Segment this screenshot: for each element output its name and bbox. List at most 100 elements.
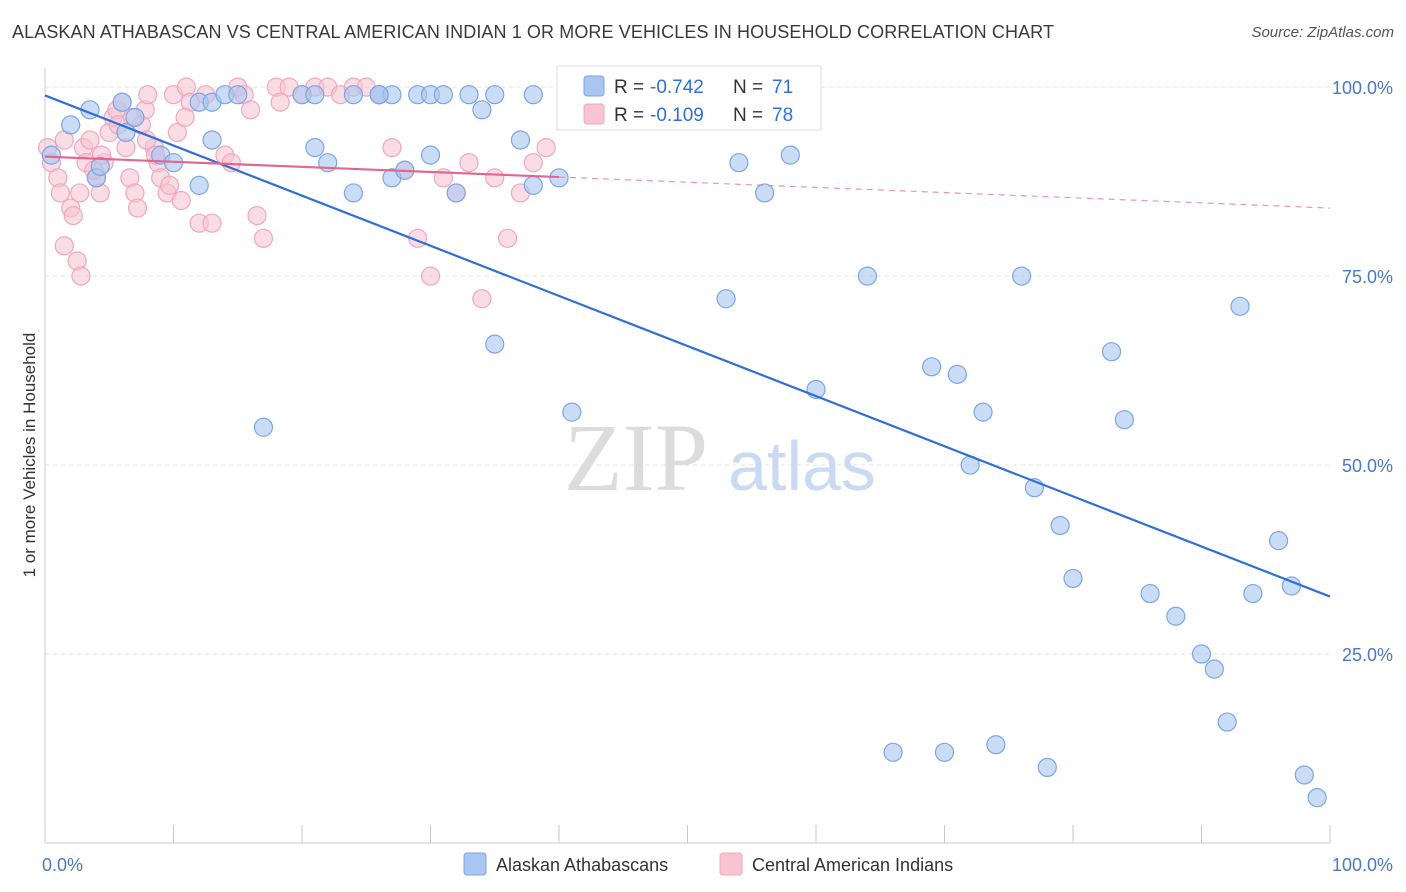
point-athabascan-52 — [922, 357, 942, 377]
point-athabascan-39 — [510, 130, 531, 150]
chart-title: ALASKAN ATHABASCAN VS CENTRAL AMERICAN I… — [12, 22, 1055, 42]
legend-n-value-1: 71 — [772, 77, 793, 98]
point-central-american-8 — [71, 266, 91, 286]
trend-line-extension-central-american — [558, 176, 1331, 209]
x-tick-label-1: 100.0% — [1332, 855, 1393, 875]
point-athabascan-53 — [947, 364, 967, 384]
point-athabascan-71 — [1294, 765, 1314, 785]
data-points — [37, 77, 1327, 808]
point-athabascan-46 — [716, 289, 736, 309]
point-central-american-3 — [50, 183, 71, 203]
point-athabascan-58 — [1050, 515, 1070, 536]
point-athabascan-14 — [305, 85, 325, 105]
series-label-athabascan: Alaskan Athabascans — [496, 855, 668, 875]
x-tick-label-0: 0.0% — [42, 855, 83, 875]
point-athabascan-34 — [343, 183, 363, 203]
svg-text:R = -0.109 N =: R = -0.109 N = 78 — [614, 105, 793, 126]
point-athabascan-65 — [1204, 659, 1224, 679]
point-athabascan-29 — [189, 175, 209, 195]
y-tick-label-2: 50.0% — [1342, 456, 1393, 476]
series-swatch-athabascan — [463, 852, 487, 876]
axes — [44, 68, 1331, 844]
grid-lines — [45, 86, 1330, 655]
legend-r-value-2: -0.109 — [650, 105, 704, 126]
point-central-american-11 — [80, 130, 100, 150]
point-athabascan-55 — [973, 402, 993, 422]
point-central-american-64 — [498, 228, 518, 248]
point-athabascan-47 — [729, 153, 749, 173]
point-athabascan-0 — [41, 145, 62, 165]
tick-labels: 100.0% 75.0% 50.0% 25.0% 0.0% 100.0% — [42, 78, 1393, 875]
point-central-american-43 — [247, 206, 267, 226]
legend-r-value-1: -0.742 — [650, 77, 704, 98]
point-athabascan-69 — [1268, 531, 1289, 551]
point-athabascan-23 — [523, 85, 543, 105]
point-athabascan-43 — [420, 145, 441, 165]
point-central-american-74 — [136, 130, 157, 150]
point-central-american-46 — [270, 92, 290, 112]
point-athabascan-21 — [459, 85, 479, 105]
y-tick-label-0: 100.0% — [1332, 78, 1393, 98]
point-athabascan-59 — [1063, 568, 1083, 589]
point-athabascan-37 — [446, 183, 466, 203]
point-central-american-76 — [160, 175, 180, 195]
point-athabascan-32 — [305, 137, 325, 158]
point-athabascan-40 — [549, 168, 569, 188]
point-athabascan-30 — [202, 130, 222, 150]
point-central-american-4 — [54, 236, 74, 256]
series-label-central-american: Central American Indians — [752, 855, 953, 875]
point-athabascan-64 — [1191, 644, 1212, 664]
point-central-american-55 — [382, 137, 402, 158]
point-central-american-37 — [202, 213, 222, 233]
point-athabascan-72 — [1307, 788, 1327, 808]
y-tick-label-3: 25.0% — [1342, 645, 1393, 665]
point-athabascan-73 — [883, 742, 903, 762]
point-central-american-67 — [536, 137, 556, 158]
source-label: Source: ZipAtlas.com — [1251, 24, 1394, 41]
point-central-american-61 — [459, 153, 479, 173]
series-legend: Alaskan Athabascans Central American Ind… — [463, 852, 953, 876]
point-athabascan-31 — [253, 417, 274, 437]
point-athabascan-1 — [61, 115, 81, 135]
point-athabascan-51 — [857, 266, 878, 286]
point-athabascan-20 — [433, 85, 453, 105]
point-central-american-42 — [241, 100, 261, 120]
point-athabascan-62 — [1140, 583, 1160, 604]
point-athabascan-5 — [112, 92, 132, 112]
point-athabascan-45 — [562, 402, 582, 422]
y-tick-label-1: 75.0% — [1342, 267, 1393, 287]
point-central-american-66 — [523, 153, 543, 173]
svg-text:R = -0.742 N =: R = -0.742 N = 71 — [614, 77, 793, 98]
point-central-american-44 — [253, 228, 274, 248]
point-athabascan-12 — [228, 85, 248, 105]
point-athabascan-15 — [343, 85, 363, 105]
trend-lines — [44, 94, 1331, 598]
point-athabascan-41 — [523, 175, 543, 195]
point-athabascan-76 — [1037, 757, 1057, 778]
legend-n-value-2: 78 — [772, 105, 793, 126]
stats-legend: R = -0.742 N = 71 R = -0.109 N = 78 — [556, 65, 822, 131]
point-central-american-62 — [472, 289, 492, 309]
point-central-american-25 — [138, 85, 158, 105]
point-athabascan-35 — [369, 85, 389, 105]
point-central-american-63 — [485, 168, 505, 188]
point-central-american-69 — [70, 183, 90, 203]
point-athabascan-60 — [1101, 342, 1122, 362]
watermark: ZIP atlas — [564, 404, 876, 511]
trend-line-central-american — [44, 155, 560, 179]
watermark-zip: ZIP — [564, 404, 708, 511]
legend-swatch-central-american — [583, 103, 605, 125]
point-central-american-58 — [420, 266, 441, 286]
point-athabascan-49 — [754, 183, 775, 203]
legend-n-label-2: N = — [733, 105, 768, 126]
point-athabascan-74 — [934, 742, 955, 762]
point-athabascan-63 — [1166, 606, 1186, 626]
point-athabascan-75 — [986, 735, 1006, 755]
point-central-american-22 — [127, 198, 148, 218]
y-axis-label: 1 or more Vehicles in Household — [20, 333, 39, 578]
point-athabascan-44 — [485, 334, 505, 354]
point-athabascan-67 — [1230, 296, 1250, 316]
trend-line-athabascan — [44, 94, 1331, 598]
point-athabascan-61 — [1114, 410, 1135, 430]
